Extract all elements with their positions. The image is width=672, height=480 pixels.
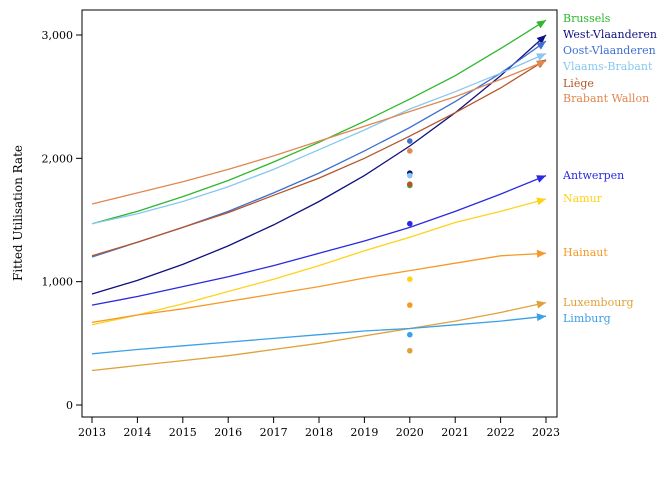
series-label: Brabant Wallon <box>563 92 649 105</box>
x-tick-label: 2015 <box>169 426 197 439</box>
x-tick-label: 2019 <box>350 426 378 439</box>
observed-point-2020 <box>407 302 413 308</box>
y-tick-label: 0 <box>66 399 73 412</box>
observed-point-2020 <box>407 220 413 227</box>
x-tick-label: 2020 <box>396 426 424 439</box>
series-points <box>407 138 413 354</box>
x-tick-label: 2014 <box>123 426 151 439</box>
series-line <box>91 252 547 324</box>
series-label: Vlaams-Brabant <box>562 60 653 73</box>
series-arrowhead <box>536 35 546 44</box>
series-arrowhead <box>536 197 546 206</box>
series-label: Namur <box>563 192 603 205</box>
y-axis-title: Fitted Utilisation Rate <box>11 145 25 281</box>
series-arrowhead <box>536 300 546 309</box>
x-tick-label: 2013 <box>78 426 106 439</box>
series-line <box>91 34 547 295</box>
series-label: Liège <box>563 77 594 90</box>
series-line <box>91 60 547 205</box>
y-tick-label: 2,000 <box>42 152 74 165</box>
series-line <box>91 315 547 355</box>
x-tick-label: 2022 <box>487 426 515 439</box>
series-labels: Brussels West-Vlaanderen Oost-Vlaanderen Vl… <box>562 12 657 325</box>
x-tick-label: 2017 <box>260 426 288 439</box>
series-line <box>91 52 547 225</box>
series-line <box>91 59 547 257</box>
series-line <box>91 174 547 306</box>
y-tick-label: 3,000 <box>42 29 74 42</box>
observed-point-2020 <box>407 172 413 179</box>
series-label: West-Vlaanderen <box>563 28 657 41</box>
series-arrowhead <box>536 175 546 183</box>
x-tick-label: 2018 <box>305 426 333 439</box>
series-arrowhead <box>536 249 546 258</box>
observed-point-2020 <box>407 331 413 338</box>
x-tick-label: 2021 <box>441 426 469 439</box>
series-lines <box>91 19 547 372</box>
y-axis: 0 1,000 2,000 3,000 <box>42 29 82 412</box>
series-label: Antwerpen <box>562 169 624 182</box>
series-label: Luxembourg <box>563 296 634 309</box>
series-arrowhead <box>536 313 546 322</box>
series-label: Oost-Vlaanderen <box>563 44 656 57</box>
series-line <box>91 198 547 326</box>
x-tick-label: 2016 <box>214 426 242 439</box>
series-line <box>91 301 547 372</box>
series-label: Hainaut <box>563 246 608 259</box>
observed-point-2020 <box>407 347 413 354</box>
observed-point-2020 <box>407 148 413 154</box>
plot-frame <box>81 9 558 418</box>
observed-point-2020 <box>407 276 413 283</box>
series-line <box>91 19 547 225</box>
x-tick-label: 2023 <box>532 426 560 439</box>
observed-point-2020 <box>407 138 413 144</box>
series-label: Brussels <box>563 12 611 25</box>
x-axis: 2013 2014 2015 2016 2017 2018 2019 2020 2021 2022… <box>78 417 560 439</box>
series-label: Limburg <box>563 312 611 325</box>
series-arrowhead <box>536 41 546 50</box>
observed-point-2020 <box>407 181 413 188</box>
series-arrowhead <box>536 60 546 69</box>
series-arrowhead <box>536 53 546 61</box>
series-arrowhead <box>536 20 546 29</box>
y-tick-label: 1,000 <box>42 276 74 289</box>
